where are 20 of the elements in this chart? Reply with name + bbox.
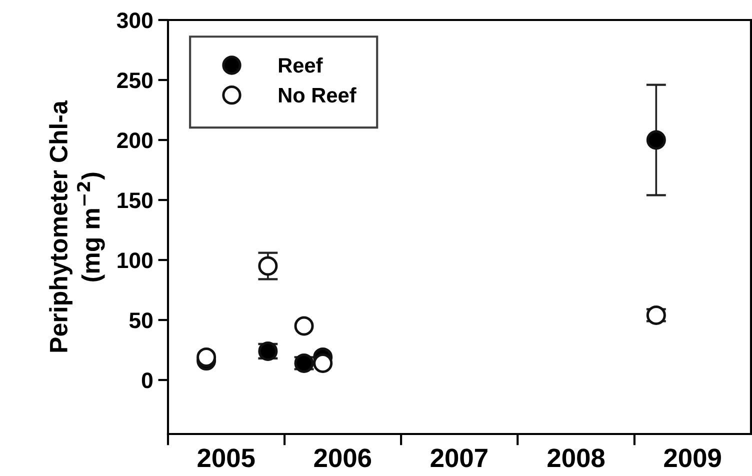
x-tick-label: 2006: [314, 448, 372, 468]
y-tick-label: 100: [118, 252, 153, 268]
x-tick-label: 2007: [430, 448, 488, 468]
point: [196, 347, 216, 367]
x-tick-label: 2005: [198, 448, 255, 468]
y-tick-label: 50: [129, 312, 153, 328]
x-tick-label: 2008: [548, 448, 605, 468]
point: [258, 256, 278, 276]
y-tick-label: 300: [116, 12, 153, 28]
y-tick-label: 250: [117, 72, 153, 88]
point: [646, 130, 666, 150]
x-tick-label: 2009: [664, 448, 721, 468]
point: [294, 316, 314, 336]
y-tick-label: 0: [142, 372, 153, 388]
point: [313, 353, 333, 373]
legend-label: No Reef: [278, 87, 356, 103]
y-tick-label: 150: [118, 192, 153, 208]
legend-label: Reef: [278, 57, 323, 73]
y-tick-label: 200: [117, 132, 153, 148]
y-axis-title: Periphytometer Chl-a (mg m$^{−2}$): [49, 100, 105, 352]
